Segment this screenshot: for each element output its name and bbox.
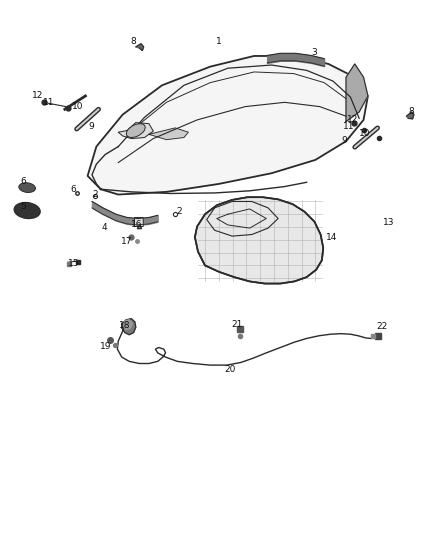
Ellipse shape xyxy=(14,203,40,219)
Polygon shape xyxy=(346,64,368,122)
Text: 6: 6 xyxy=(71,185,77,194)
Text: 3: 3 xyxy=(311,48,318,56)
Text: 11: 11 xyxy=(43,98,55,107)
Text: 12: 12 xyxy=(32,92,43,100)
Polygon shape xyxy=(136,44,144,51)
Text: 4: 4 xyxy=(102,223,107,232)
FancyBboxPatch shape xyxy=(134,217,143,227)
Polygon shape xyxy=(124,320,132,330)
Text: 21: 21 xyxy=(232,320,243,328)
Text: 9: 9 xyxy=(341,136,347,144)
Text: 8: 8 xyxy=(409,108,415,116)
Text: 22: 22 xyxy=(376,322,388,331)
Text: 11: 11 xyxy=(343,123,354,131)
Ellipse shape xyxy=(127,124,145,138)
Text: 19: 19 xyxy=(100,343,112,351)
Text: 16: 16 xyxy=(131,221,142,229)
Polygon shape xyxy=(88,56,368,195)
Text: 2: 2 xyxy=(176,207,181,215)
Text: 9: 9 xyxy=(88,123,94,131)
Text: 10: 10 xyxy=(72,102,84,111)
Text: 18: 18 xyxy=(119,321,131,329)
Text: 1: 1 xyxy=(216,37,222,46)
Text: 14: 14 xyxy=(326,233,338,241)
Text: 2: 2 xyxy=(93,190,98,198)
Polygon shape xyxy=(122,319,136,335)
Text: 17: 17 xyxy=(121,238,133,246)
Text: 5: 5 xyxy=(20,203,26,211)
Text: 15: 15 xyxy=(68,259,79,268)
Text: 10: 10 xyxy=(359,129,370,138)
Text: 20: 20 xyxy=(224,366,236,374)
Ellipse shape xyxy=(19,183,35,192)
Text: 8: 8 xyxy=(131,37,137,46)
Polygon shape xyxy=(149,128,188,140)
Polygon shape xyxy=(195,197,323,284)
Text: 12: 12 xyxy=(347,116,358,124)
Polygon shape xyxy=(118,123,153,139)
Text: 6: 6 xyxy=(20,177,26,185)
Polygon shape xyxy=(406,112,414,119)
Text: 13: 13 xyxy=(383,219,395,227)
